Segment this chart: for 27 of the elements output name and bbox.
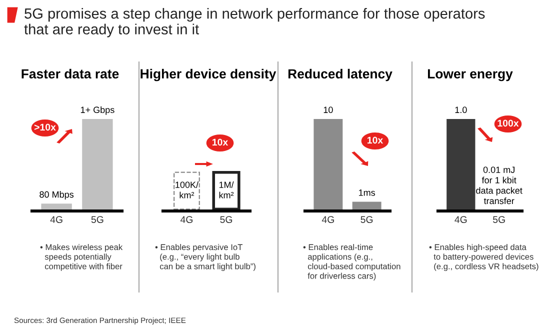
chart-title: Reduced latency: [288, 68, 392, 82]
chart-title: Lower energy: [428, 69, 513, 82]
text: • Enables high-speed data to battery-powered devices (e.g., cordless VR headsets): [429, 244, 538, 271]
x-tick-label: 5G: [492, 216, 505, 223]
x-tick-label: 4G: [454, 216, 467, 223]
chart-title: Faster data rate: [22, 68, 119, 79]
annotation: >10x: [34, 124, 56, 131]
x-tick-label: 4G: [322, 216, 334, 223]
text: 100K/ km²: [176, 181, 199, 198]
data-label: 10: [324, 106, 333, 114]
text: 10x: [212, 138, 228, 146]
annotation: 10x: [368, 136, 384, 144]
text: • Makes wireless peak speeds potentially competitive with fiber: [40, 244, 123, 271]
data-label: 0.01 mJ for 1 kbit data packet transfer: [476, 166, 522, 204]
x-tick-label: 5G: [91, 216, 104, 223]
data-label: 1ms: [358, 190, 376, 196]
x-tick-label: 5G: [360, 216, 373, 223]
x-tick-label: 4G: [50, 216, 62, 223]
data-label: 1.0: [455, 106, 467, 114]
text: • Enables real-time applications (e.g., cloud-based computation for driverless cars): [303, 244, 400, 281]
data-label: 80 Mbps: [40, 191, 74, 200]
text: Higher device density: [140, 68, 276, 82]
text: 5G promises a step change in network performance for those operators that are ready to invest in it: [24, 8, 485, 38]
data-label: 1+ Gbps: [80, 106, 114, 115]
annotation: 100x: [498, 120, 519, 127]
text: • Enables pervasive IoT (e.g., “every light bulb can be a smart light bulb”): [155, 244, 256, 271]
text: 1M/ km²: [219, 181, 234, 198]
